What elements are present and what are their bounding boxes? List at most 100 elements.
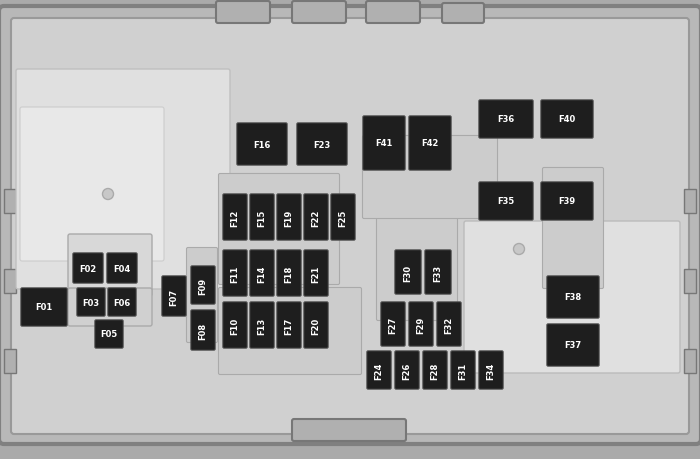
Text: F12: F12 [230,209,239,226]
FancyBboxPatch shape [479,101,533,139]
Text: F18: F18 [284,265,293,282]
FancyBboxPatch shape [292,2,346,24]
Text: F16: F16 [253,140,271,149]
FancyBboxPatch shape [464,222,680,373]
FancyBboxPatch shape [542,168,603,289]
Text: F13: F13 [258,317,267,334]
FancyBboxPatch shape [250,302,274,348]
FancyBboxPatch shape [297,123,347,166]
FancyBboxPatch shape [191,266,215,304]
FancyBboxPatch shape [363,117,405,171]
FancyBboxPatch shape [381,302,405,347]
FancyBboxPatch shape [409,117,452,171]
FancyBboxPatch shape [218,174,340,285]
FancyBboxPatch shape [377,188,458,321]
Text: F27: F27 [389,316,398,333]
FancyBboxPatch shape [541,101,593,139]
FancyBboxPatch shape [216,2,270,24]
Text: F38: F38 [564,293,582,302]
FancyBboxPatch shape [437,302,461,347]
Text: F05: F05 [100,330,118,339]
Text: F09: F09 [199,277,207,294]
Text: F36: F36 [498,115,514,124]
Text: F17: F17 [284,317,293,334]
FancyBboxPatch shape [331,194,355,241]
Text: F15: F15 [258,209,267,226]
Bar [4,190,16,213]
Text: F39: F39 [559,197,575,206]
FancyBboxPatch shape [191,310,215,350]
FancyBboxPatch shape [107,253,137,284]
Text: F24: F24 [374,362,384,379]
Text: F40: F40 [559,115,575,124]
FancyBboxPatch shape [162,276,186,317]
FancyBboxPatch shape [250,250,274,297]
Text: F26: F26 [402,362,412,379]
FancyBboxPatch shape [425,250,452,295]
Text: F41: F41 [375,139,393,148]
Bar [684,190,696,213]
FancyBboxPatch shape [94,320,123,348]
FancyBboxPatch shape [0,7,700,444]
Text: F01: F01 [36,303,52,312]
FancyBboxPatch shape [292,419,406,441]
FancyBboxPatch shape [16,70,230,289]
FancyBboxPatch shape [479,351,503,389]
FancyBboxPatch shape [77,288,105,317]
FancyBboxPatch shape [20,108,164,262]
Text: F34: F34 [486,362,496,379]
FancyBboxPatch shape [304,250,328,297]
FancyBboxPatch shape [276,250,301,297]
FancyBboxPatch shape [73,253,103,284]
Text: F07: F07 [169,288,178,305]
FancyBboxPatch shape [547,276,599,319]
FancyBboxPatch shape [11,19,689,434]
Text: F35: F35 [498,197,514,206]
FancyBboxPatch shape [223,302,247,348]
Text: F20: F20 [312,317,321,334]
FancyBboxPatch shape [108,288,136,317]
Circle shape [514,244,524,255]
Text: F06: F06 [113,298,131,307]
Bar [4,269,16,293]
Text: F04: F04 [113,264,131,273]
Text: F22: F22 [312,209,321,226]
FancyBboxPatch shape [451,351,475,389]
FancyBboxPatch shape [223,194,247,241]
FancyBboxPatch shape [276,194,301,241]
FancyBboxPatch shape [304,194,328,241]
FancyBboxPatch shape [395,250,421,295]
Text: F03: F03 [83,298,99,307]
FancyBboxPatch shape [479,182,533,221]
FancyBboxPatch shape [223,250,247,297]
FancyBboxPatch shape [21,288,67,326]
Text: F37: F37 [564,341,582,350]
Text: F11: F11 [230,265,239,282]
Circle shape [589,244,601,255]
FancyBboxPatch shape [363,136,498,219]
Text: F29: F29 [416,316,426,333]
Text: F28: F28 [430,362,440,379]
Text: F30: F30 [403,264,412,281]
Text: F10: F10 [230,317,239,334]
FancyBboxPatch shape [276,302,301,348]
FancyBboxPatch shape [237,123,287,166]
Bar [4,349,16,373]
Text: F21: F21 [312,265,321,282]
Text: F31: F31 [458,362,468,379]
FancyBboxPatch shape [395,351,419,389]
Text: F33: F33 [433,264,442,281]
FancyBboxPatch shape [218,288,361,375]
FancyBboxPatch shape [186,248,218,343]
FancyBboxPatch shape [409,302,433,347]
Text: F32: F32 [444,316,454,333]
FancyBboxPatch shape [68,235,152,297]
Text: F14: F14 [258,265,267,282]
Text: F19: F19 [284,209,293,226]
FancyBboxPatch shape [423,351,447,389]
FancyBboxPatch shape [304,302,328,348]
FancyBboxPatch shape [547,324,599,366]
Text: F25: F25 [339,209,347,226]
Text: F42: F42 [421,139,439,148]
FancyBboxPatch shape [68,288,152,326]
